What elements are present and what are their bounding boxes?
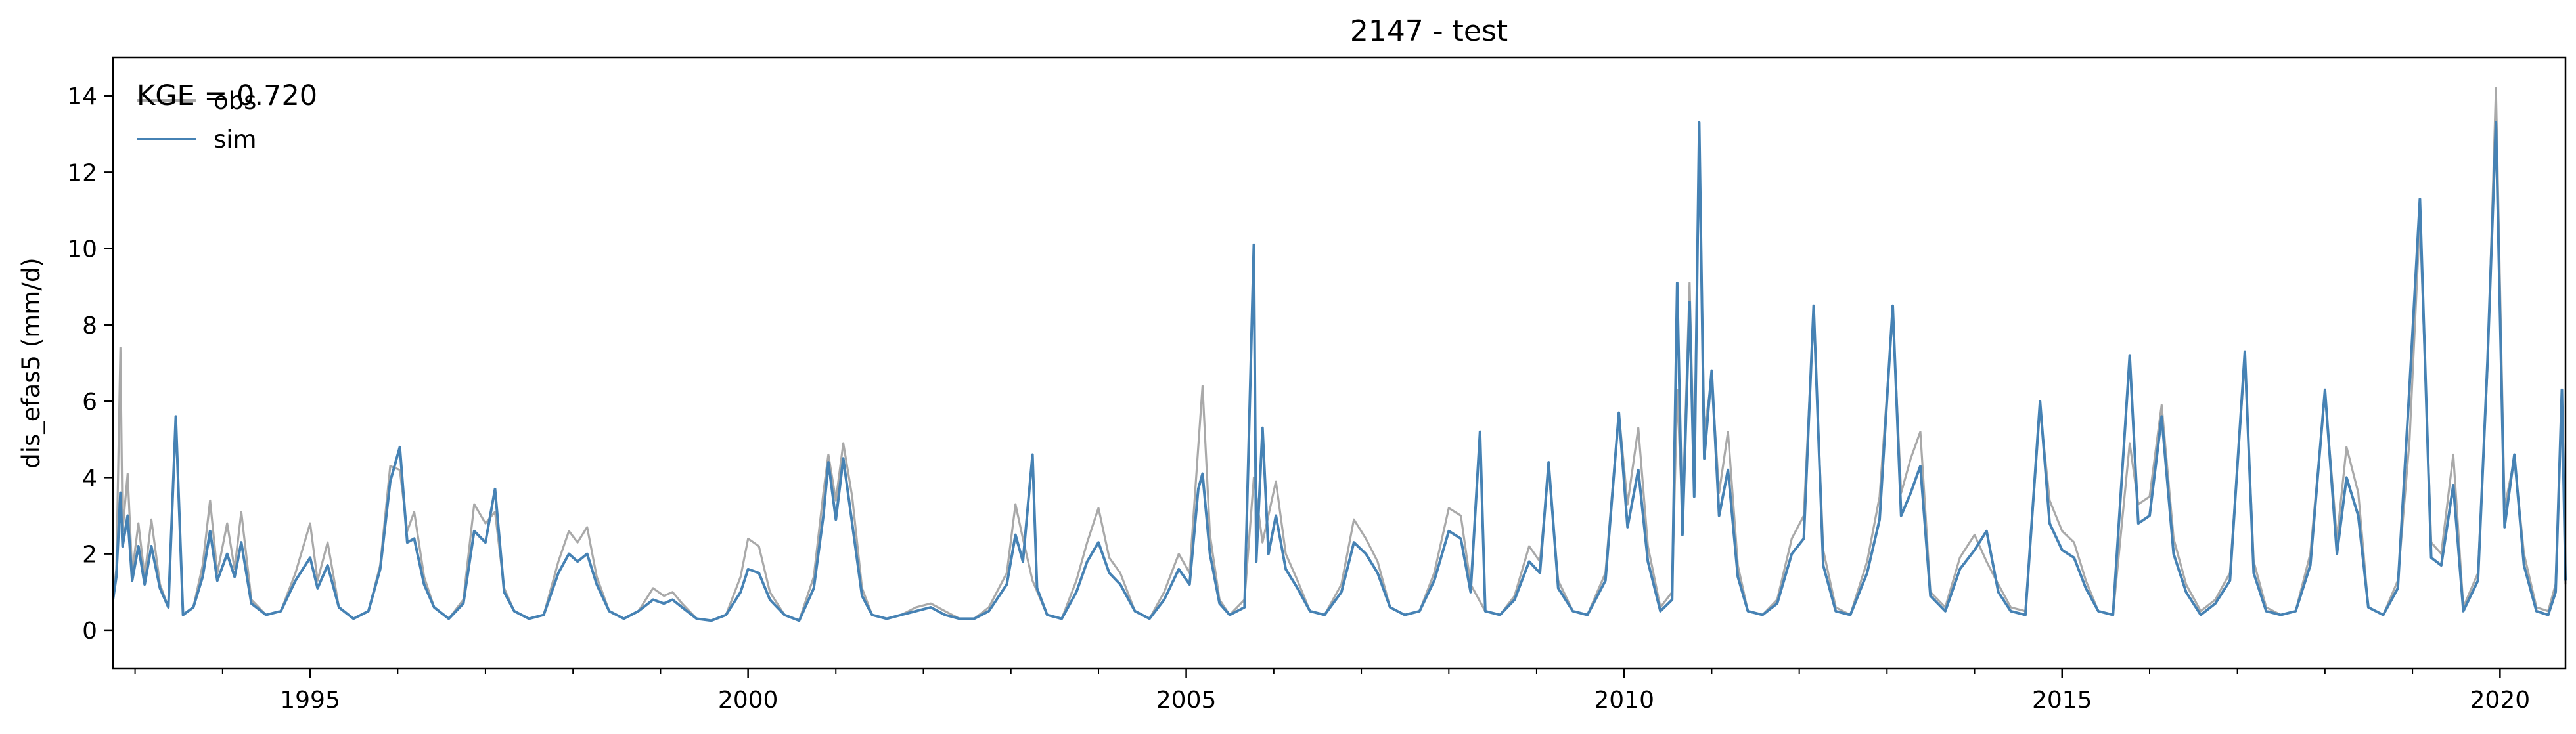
x-tick-label: 2010 xyxy=(1594,687,1654,714)
y-tick-label: 14 xyxy=(67,83,97,110)
x-tick-label: 2020 xyxy=(2470,687,2531,714)
plot-area xyxy=(112,56,2567,670)
x-tick-label: 2000 xyxy=(718,687,779,714)
y-tick-label: 8 xyxy=(82,313,97,339)
legend: obs sim xyxy=(137,87,257,154)
legend-obs-label: obs xyxy=(214,87,256,115)
x-tick-label: 2005 xyxy=(1156,687,1217,714)
y-tick-label: 4 xyxy=(82,465,97,492)
series-layer xyxy=(112,87,2567,622)
chart-title: 2147 - test xyxy=(1350,14,1508,48)
series-line-sim xyxy=(112,121,2567,622)
x-tick-label: 2015 xyxy=(2032,687,2092,714)
legend-sim-label: sim xyxy=(214,125,257,154)
x-axis: 1995 2000 2005 2010 2015 2020 xyxy=(134,668,2531,714)
x-tick-label: 1995 xyxy=(280,687,340,714)
y-tick-label: 0 xyxy=(82,618,97,645)
y-axis: 0 2 4 6 8 10 12 14 xyxy=(67,83,113,645)
y-tick-label: 10 xyxy=(67,236,97,263)
y-tick-label: 6 xyxy=(82,389,97,416)
y-axis-label: dis_efas5 (mm/d) xyxy=(17,257,45,469)
axes-frame xyxy=(112,56,2567,670)
y-tick-label: 12 xyxy=(67,160,97,186)
kge-annotation: KGE = 0.720 xyxy=(137,79,317,112)
y-tick-label: 2 xyxy=(82,542,97,569)
